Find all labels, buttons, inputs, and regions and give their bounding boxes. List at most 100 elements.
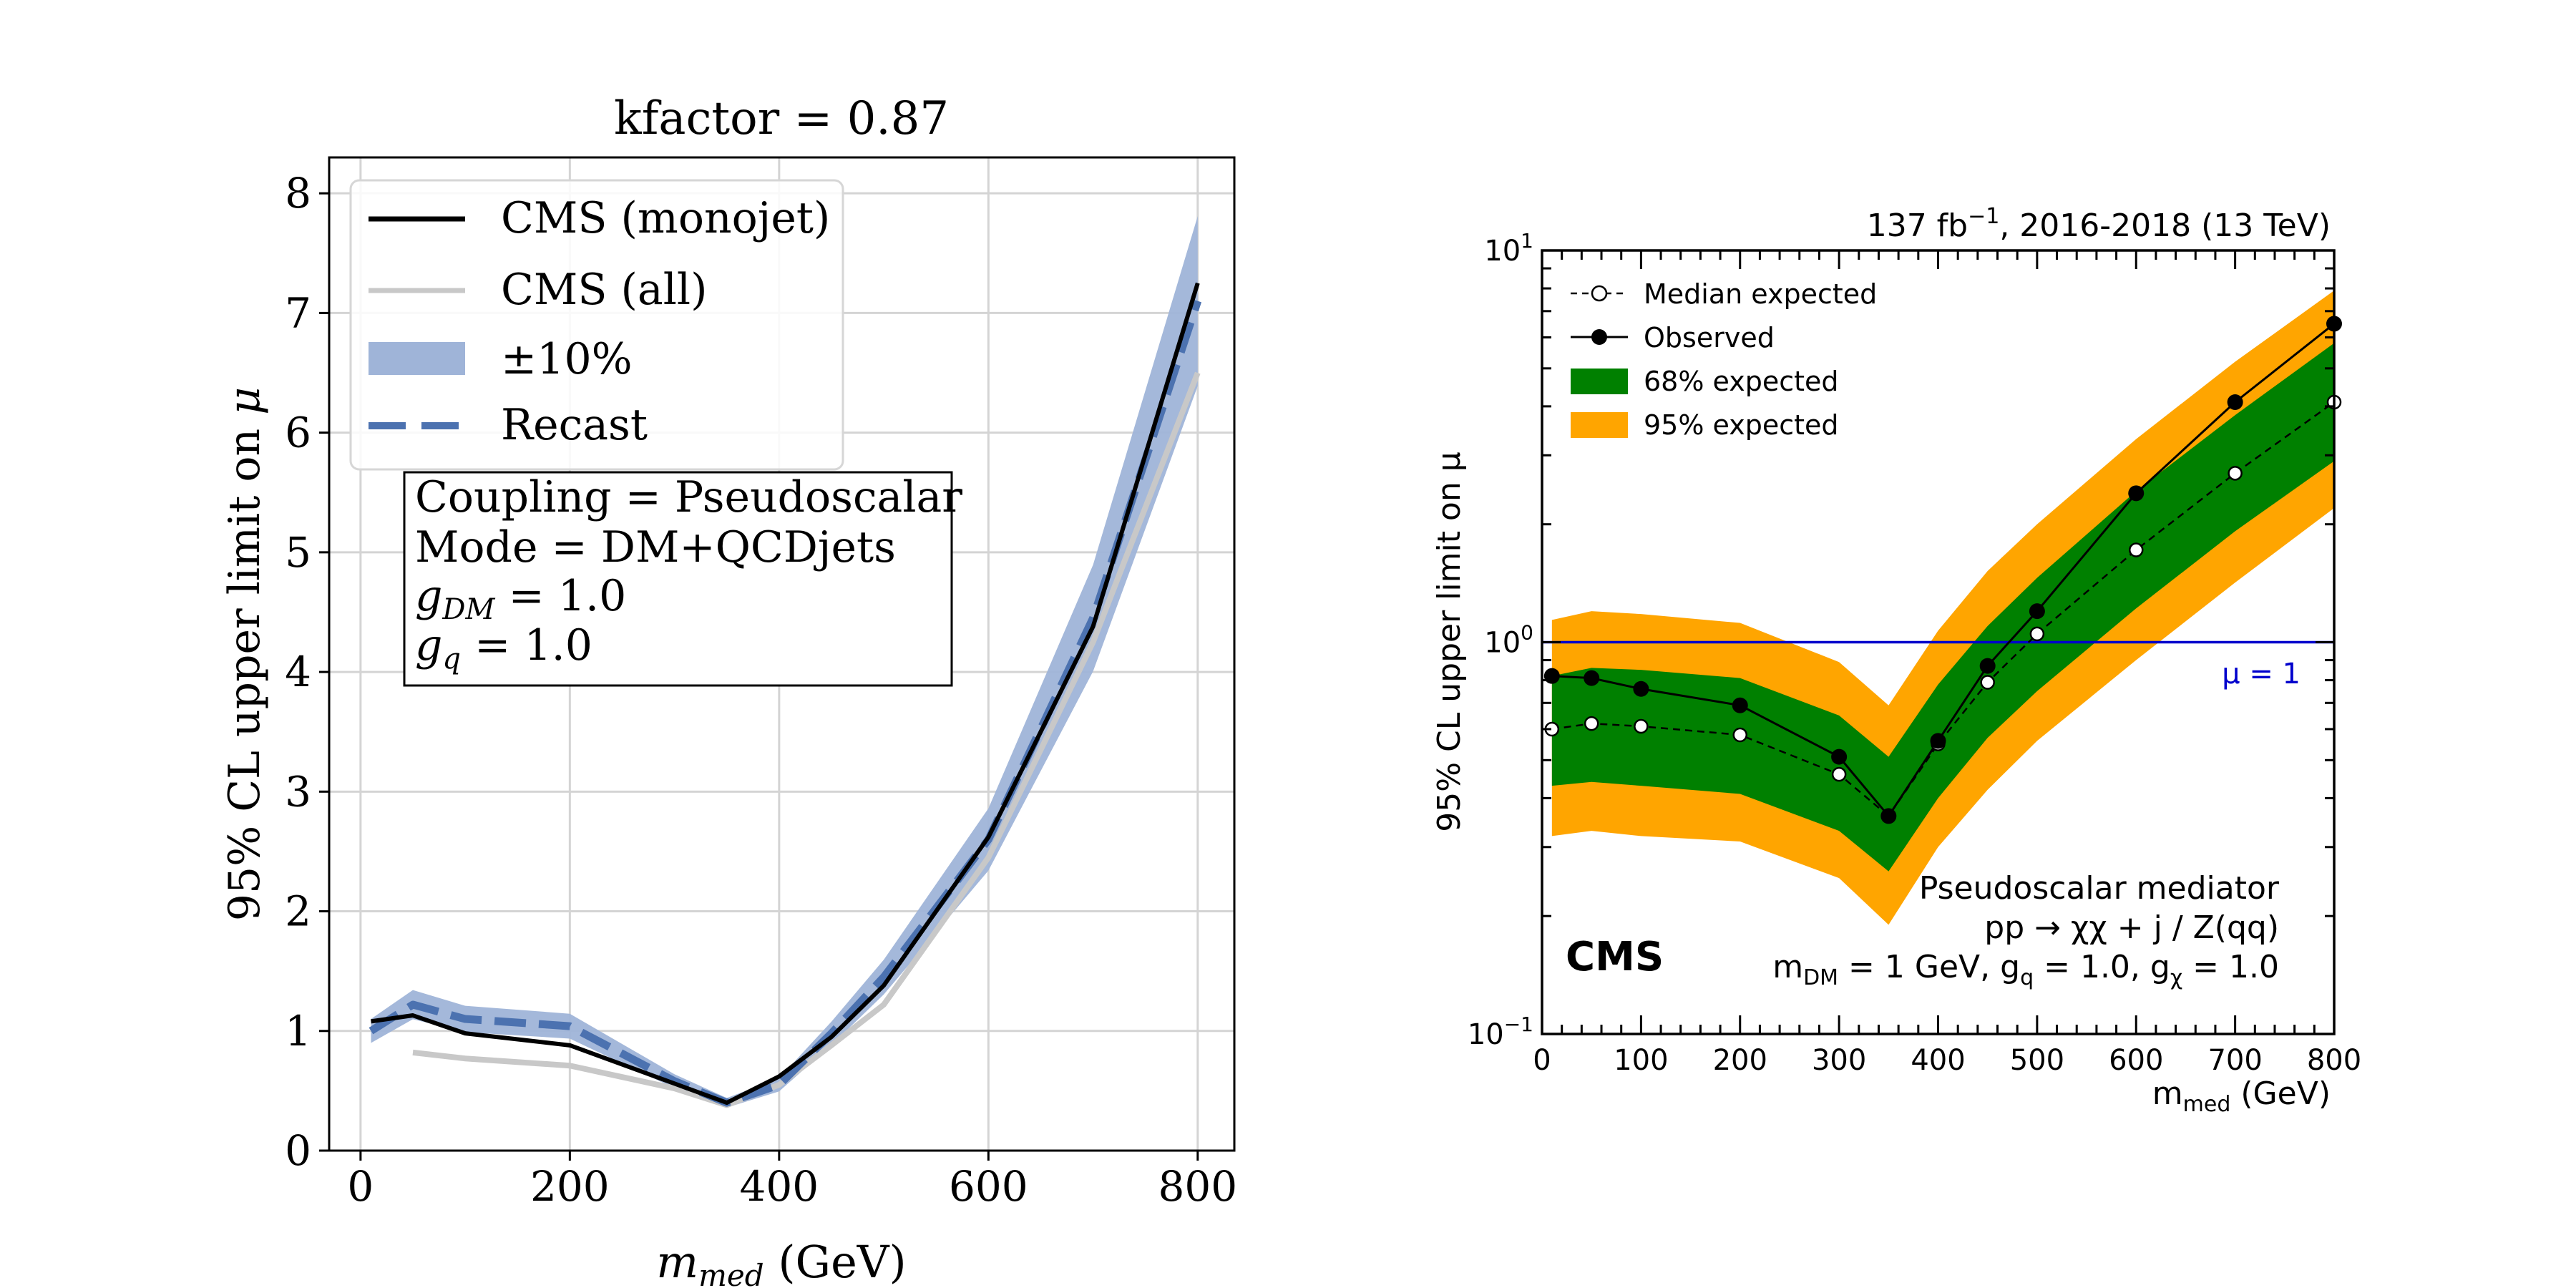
left-annotation: Coupling = Pseudoscalar Mode = DM+QCDjet… <box>403 471 962 687</box>
right-xtick-label-4: 400 <box>1911 1044 1965 1077</box>
right-median-point-10 <box>2228 466 2243 481</box>
right-legend-orange-label: 95% expected <box>1644 409 1839 441</box>
right-ytick-label-0: 10−1 <box>1468 1013 1533 1051</box>
right-observed-point-5 <box>1880 808 1897 824</box>
left-ytick-label-2: 2 <box>285 887 311 936</box>
left-ytick-label-0: 0 <box>285 1126 311 1175</box>
right-observed-point-1 <box>1584 670 1600 686</box>
left-legend-monojet-label: CMS (monojet) <box>501 193 830 243</box>
right-xtick-label-7: 700 <box>2207 1044 2262 1077</box>
left-ylabel: 95% CL upper limit on μ <box>220 387 270 921</box>
right-median-point-4 <box>1831 766 1847 782</box>
left-annotation-gq-subscript: q <box>442 643 461 675</box>
left-xtick-label-4: 800 <box>1158 1162 1237 1211</box>
right-ticks: 0 100 200 300 400 500 600 700 800 10−1 100 101 <box>1468 229 2361 1077</box>
right-xlabel-symbol: m <box>2152 1075 2183 1112</box>
left-xtick-label-0: 0 <box>347 1162 374 1211</box>
right-info-line3-gchi-sub: χ <box>2170 965 2182 990</box>
left-annotation-gq-value: = 1.0 <box>461 620 592 670</box>
left-annotation-mode: Mode = DM+QCDjets <box>415 522 896 572</box>
right-legend-observed-label: Observed <box>1644 322 1775 353</box>
left-xtick-label-1: 200 <box>530 1162 610 1211</box>
right-xtick-label-1: 100 <box>1614 1044 1668 1077</box>
left-xtick-label-3: 600 <box>949 1162 1028 1211</box>
right-xlabel-subscript: med <box>2183 1092 2231 1117</box>
right-observed-point-3 <box>1732 697 1748 713</box>
right-chart: 0 100 200 300 400 500 600 700 800 10−1 100 101 137 … <box>1431 204 2361 1117</box>
right-lumi-period: , 2016-2018 (13 TeV) <box>1999 208 2331 244</box>
right-lumi-exponent: −1 <box>1968 204 1999 229</box>
right-ytick-label-1: 100 <box>1484 621 1533 660</box>
left-annotation-gdm: gDM = 1.0 <box>415 571 626 626</box>
right-legend-green-swatch <box>1571 369 1628 394</box>
right-observed-point-6 <box>1930 733 1946 749</box>
left-ytick-label-4: 4 <box>285 648 311 696</box>
left-ytick-label-7: 7 <box>285 288 311 337</box>
right-lumi-label: 137 fb−1, 2016-2018 (13 TeV) <box>1867 204 2331 244</box>
left-ticks: 0 200 400 600 800 0 1 2 3 4 5 6 7 8 <box>285 169 1237 1211</box>
right-lumi-value: 137 fb <box>1867 208 1968 244</box>
right-observed-point-8 <box>2029 603 2045 620</box>
left-ytick-label-5: 5 <box>285 528 311 577</box>
right-xlabel-unit: (GeV) <box>2230 1075 2331 1112</box>
left-legend-frame <box>349 179 844 471</box>
right-median-point-8 <box>2029 626 2045 642</box>
right-info-line3-value: = 1.0 <box>2182 949 2279 985</box>
left-annotation-frame <box>403 471 953 687</box>
right-observed-point-7 <box>1979 658 1996 674</box>
left-series-lines <box>369 282 1202 1108</box>
right-xtick-label-8: 800 <box>2307 1044 2361 1077</box>
right-info-line3-mass-sub: DM <box>1803 965 1838 990</box>
left-series-cms-all <box>412 371 1201 1108</box>
right-series-observed <box>1551 323 2335 818</box>
right-legend-median-label: Median expected <box>1644 278 1877 310</box>
right-ylabel: 95% CL upper limit on μ <box>1431 452 1468 831</box>
left-xlabel-subscript: med <box>698 1258 764 1288</box>
left-title: kfactor = 0.87 <box>614 92 949 145</box>
right-markers <box>1543 316 2342 824</box>
right-info-line1: Pseudoscalar mediator <box>1919 870 2280 907</box>
right-legend-green-label: 68% expected <box>1644 366 1839 397</box>
right-xlabel: mmed (GeV) <box>2152 1075 2331 1117</box>
right-observed-point-10 <box>2227 394 2243 411</box>
right-info-line3-gq-sub: q <box>2020 965 2034 990</box>
left-annotation-gdm-symbol: g <box>415 571 442 621</box>
left-xlabel-symbol: m <box>656 1236 698 1288</box>
left-ytick-label-1: 1 <box>285 1007 311 1055</box>
left-legend-recast-label: Recast <box>501 400 648 450</box>
left-ylabel-main: 95% CL upper limit on <box>220 415 270 921</box>
right-info-line3-gchi: = 1.0, g <box>2034 949 2170 985</box>
left-series-cms-monojet <box>371 282 1200 1106</box>
right-legend-observed-marker <box>1591 329 1607 345</box>
left-annotation-gq: gq = 1.0 <box>415 620 592 675</box>
right-band-68 <box>1551 343 2334 872</box>
right-xtick-label-5: 500 <box>2010 1044 2064 1077</box>
left-annotation-gdm-value: = 1.0 <box>494 571 626 621</box>
right-ytick-label-2: 101 <box>1484 229 1533 268</box>
right-observed-point-2 <box>1633 680 1649 697</box>
right-median-point-3 <box>1732 727 1747 743</box>
right-info-line2: pp → χχ + j / Z(qq) <box>1984 909 2279 946</box>
left-xlabel-unit: (GeV) <box>764 1236 907 1288</box>
left-annotation-gdm-subscript: DM <box>441 593 495 626</box>
right-legend: Median expected Observed 68% expected 95… <box>1571 278 1877 441</box>
right-xtick-label-6: 600 <box>2109 1044 2163 1077</box>
right-observed-point-4 <box>1831 748 1848 765</box>
right-experiment-label: CMS <box>1566 934 1664 980</box>
right-legend-median-marker <box>1591 285 1608 302</box>
right-xtick-label-2: 200 <box>1713 1044 1767 1077</box>
right-series-lines <box>1551 323 2335 818</box>
left-ytick-label-6: 6 <box>285 409 311 457</box>
left-ytick-label-3: 3 <box>285 767 311 816</box>
right-xtick-label-3: 300 <box>1812 1044 1866 1077</box>
right-bands <box>1551 291 2334 925</box>
left-plot-frame <box>328 156 1236 1152</box>
left-xtick-label-2: 400 <box>739 1162 819 1211</box>
right-reference-label: μ = 1 <box>2222 658 2301 691</box>
right-legend-orange-swatch <box>1571 412 1628 438</box>
right-xtick-label-0: 0 <box>1533 1044 1551 1077</box>
left-legend: CMS (monojet) CMS (all) ±10% Recast <box>349 179 844 471</box>
left-legend-band-swatch <box>369 342 465 375</box>
right-info-line3: mDM = 1 GeV, gq = 1.0, gχ = 1.0 <box>1772 949 2279 990</box>
